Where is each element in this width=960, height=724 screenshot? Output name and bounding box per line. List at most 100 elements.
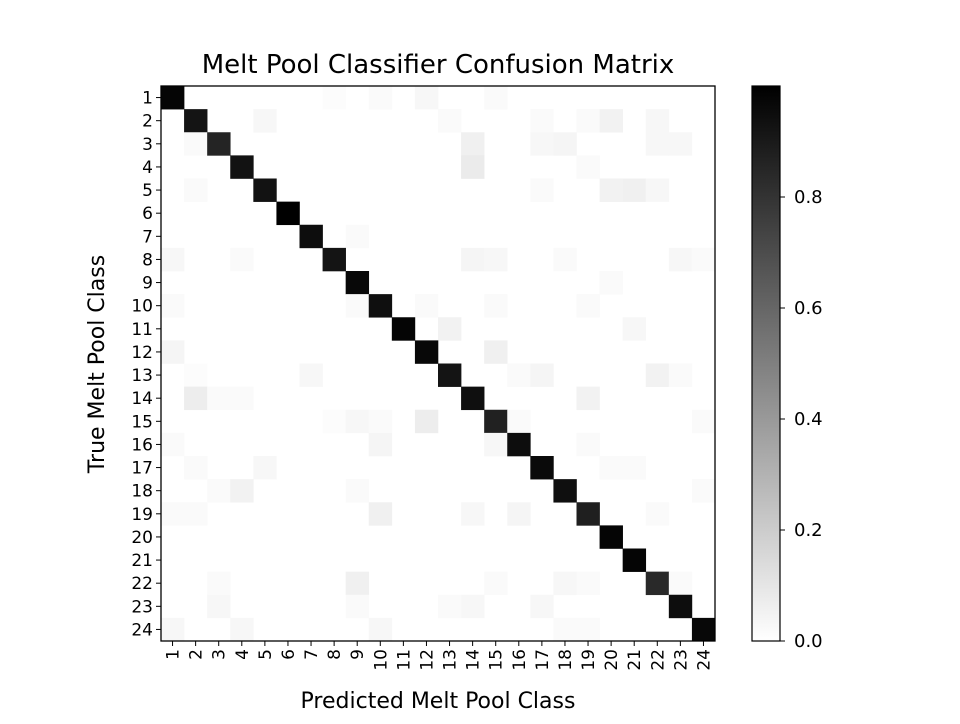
heatmap-cell bbox=[530, 594, 554, 619]
x-tick-label: 2 bbox=[187, 649, 207, 660]
y-tick-label: 19 bbox=[131, 505, 153, 525]
heatmap-cell bbox=[461, 155, 485, 179]
heatmap-cell bbox=[622, 548, 647, 572]
colorbar-tick-label: 0.4 bbox=[794, 409, 823, 430]
y-tick-label: 17 bbox=[131, 459, 153, 479]
heatmap-cell bbox=[691, 479, 716, 503]
heatmap-cell bbox=[553, 132, 577, 156]
y-tick-label: 22 bbox=[131, 574, 153, 594]
colorbar-tick-label: 0.0 bbox=[794, 631, 823, 652]
heatmap-cell bbox=[414, 340, 439, 364]
heatmap-cell bbox=[368, 617, 393, 642]
x-axis-ticks: 1 2 3 4 5 6 7 8 9 10 11 12 13 14 15 16 17 18 19 20 21 22 23 24 bbox=[164, 641, 714, 671]
heatmap-cell bbox=[576, 432, 600, 457]
heatmap-cell bbox=[345, 571, 370, 596]
y-tick-label: 4 bbox=[142, 158, 153, 178]
y-tick-label: 23 bbox=[131, 597, 153, 617]
heatmap-cell bbox=[668, 571, 693, 596]
heatmap-cell bbox=[438, 109, 462, 133]
heatmap-cell bbox=[668, 594, 693, 619]
heatmap-cell bbox=[622, 178, 647, 202]
x-tick-label: 23 bbox=[671, 649, 691, 671]
heatmap-cell bbox=[576, 502, 600, 526]
y-tick-label: 14 bbox=[131, 389, 153, 409]
heatmap-cell bbox=[161, 86, 185, 110]
heatmap-cell bbox=[230, 617, 254, 642]
heatmap-cell bbox=[161, 340, 185, 364]
heatmap-cell bbox=[461, 386, 485, 411]
heatmap-cell bbox=[230, 155, 254, 179]
colorbar-tick-label: 0.8 bbox=[794, 187, 823, 208]
heatmap-cell bbox=[507, 502, 531, 526]
y-tick-label: 18 bbox=[131, 482, 153, 502]
heatmap-cell bbox=[230, 386, 254, 411]
heatmap-cell bbox=[299, 363, 323, 387]
heatmap-cell bbox=[322, 247, 346, 272]
plot-frame bbox=[160, 85, 716, 642]
y-tick-label: 2 bbox=[142, 112, 153, 132]
heatmap-cell bbox=[438, 317, 462, 341]
y-tick-label: 20 bbox=[131, 528, 153, 548]
colorbar bbox=[751, 85, 781, 642]
heatmap-cell bbox=[299, 224, 323, 249]
y-tick-label: 8 bbox=[142, 250, 153, 270]
heatmap-cell bbox=[645, 502, 670, 526]
x-tick-label: 9 bbox=[348, 649, 368, 660]
y-tick-label: 10 bbox=[131, 297, 153, 317]
heatmap-cell bbox=[645, 109, 670, 133]
x-tick-label: 19 bbox=[579, 649, 599, 671]
x-tick-label: 12 bbox=[417, 649, 437, 671]
heatmap-cell bbox=[599, 271, 623, 295]
heatmap-cell bbox=[345, 271, 370, 295]
heatmap-cell bbox=[507, 409, 531, 434]
heatmap-cell bbox=[368, 86, 393, 110]
heatmap-cell bbox=[599, 525, 623, 549]
heatmap-cell bbox=[161, 247, 185, 272]
heatmap-cell bbox=[576, 109, 600, 133]
heatmap-cell bbox=[368, 294, 393, 318]
heatmap-cell bbox=[530, 363, 554, 387]
heatmap-cell bbox=[345, 409, 370, 434]
heatmap-cell bbox=[553, 479, 577, 503]
heatmap-cell bbox=[414, 86, 439, 110]
heatmap-cell bbox=[691, 247, 716, 272]
y-axis-label: True Melt Pool Class bbox=[85, 255, 110, 474]
y-tick-label: 21 bbox=[131, 551, 153, 571]
heatmap-cell bbox=[161, 502, 185, 526]
heatmap-cell bbox=[345, 224, 370, 249]
heatmap-cell bbox=[161, 294, 185, 318]
heatmap-cells bbox=[161, 86, 716, 642]
heatmap-cell bbox=[207, 132, 231, 156]
x-tick-label: 20 bbox=[602, 649, 622, 671]
heatmap-cell bbox=[345, 294, 370, 318]
y-tick-label: 1 bbox=[142, 89, 153, 109]
colorbar-tick-label: 0.6 bbox=[794, 298, 823, 319]
heatmap-cell bbox=[230, 479, 254, 503]
heatmap-cell bbox=[668, 132, 693, 156]
heatmap-cell bbox=[484, 294, 508, 318]
heatmap-cell bbox=[553, 571, 577, 596]
x-tick-label: 24 bbox=[694, 649, 714, 671]
y-tick-label: 12 bbox=[131, 343, 153, 363]
heatmap-cell bbox=[622, 456, 647, 480]
heatmap-cell bbox=[438, 363, 462, 387]
heatmap-cell bbox=[161, 617, 185, 642]
heatmap-cell bbox=[668, 247, 693, 272]
heatmap-cell bbox=[368, 409, 393, 434]
heatmap-cell bbox=[207, 571, 231, 596]
heatmap-cell bbox=[207, 594, 231, 619]
x-tick-label: 1 bbox=[164, 649, 184, 660]
x-tick-label: 14 bbox=[464, 649, 484, 671]
heatmap-cell bbox=[322, 86, 346, 110]
x-tick-label: 6 bbox=[279, 649, 299, 660]
y-tick-label: 15 bbox=[131, 412, 153, 432]
x-tick-label: 21 bbox=[625, 649, 645, 671]
heatmap-cell bbox=[368, 502, 393, 526]
heatmap-cell bbox=[345, 594, 370, 619]
heatmap-cell bbox=[184, 132, 208, 156]
x-tick-label: 11 bbox=[394, 649, 414, 671]
heatmap-cell bbox=[161, 432, 185, 457]
heatmap-cell bbox=[461, 594, 485, 619]
x-axis-label: Predicted Melt Pool Class bbox=[301, 689, 576, 714]
